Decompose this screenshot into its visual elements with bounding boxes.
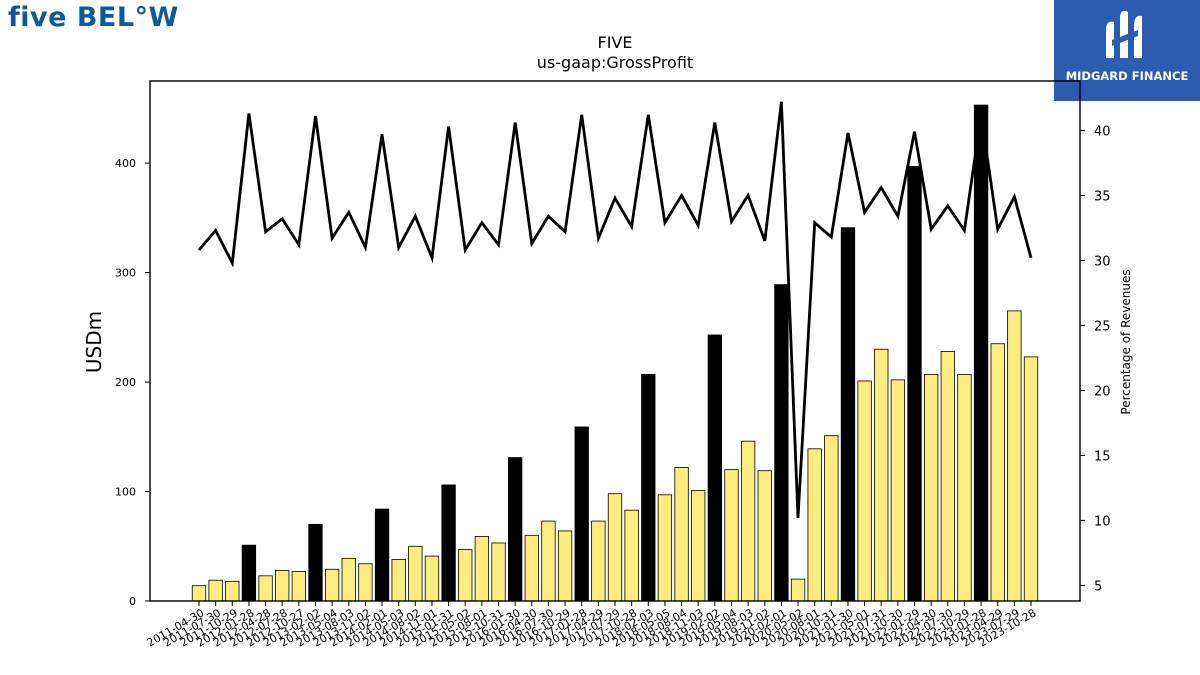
bar-2021-10-30 — [890, 379, 906, 602]
bar-2011-10-29 — [225, 580, 240, 602]
chart-title: FIVE — [598, 33, 633, 52]
bar-2023-10-28 — [1023, 356, 1039, 602]
bar-2022-07-30 — [940, 350, 955, 602]
percentage-of-revenues-line — [197, 101, 1033, 518]
bar-2012-04-28 — [258, 575, 273, 602]
y2-tick-label: 10 — [1094, 514, 1111, 529]
y-tick-label: 300 — [115, 267, 136, 280]
bar-2016-10-29 — [557, 530, 573, 602]
bar-2021-07-31 — [874, 348, 889, 602]
bar-2011-07-30 — [208, 579, 223, 602]
bar-2018-08-04 — [674, 467, 689, 602]
chart-subtitle: us-gaap:GrossProfit — [537, 53, 693, 72]
bar-2019-08-03 — [740, 440, 756, 602]
bar-2017-07-29 — [607, 493, 623, 602]
midgard-emblem-icon — [1106, 10, 1142, 58]
five-below-logo: five BEL°W — [8, 2, 179, 33]
y-tick-label: 400 — [115, 157, 136, 170]
bar-2021-01-30 — [840, 227, 856, 602]
y2-tick-label: 15 — [1094, 449, 1111, 464]
bar-2014-08-02 — [408, 545, 423, 602]
y2-tick-label: 5 — [1094, 579, 1102, 594]
bar-2016-07-30 — [541, 520, 556, 602]
bar-2019-02-02 — [707, 334, 722, 602]
bar-2012-10-27 — [291, 571, 306, 602]
midgard-finance-label: MIDGARD FINANCE — [1065, 69, 1189, 83]
bar-2015-10-31 — [491, 542, 506, 602]
bar-2015-01-31 — [441, 484, 456, 602]
bar-2017-10-28 — [624, 509, 639, 602]
y2-tick-label: 35 — [1094, 189, 1111, 204]
bar-2023-07-29 — [1007, 310, 1022, 602]
y-tick-label: 0 — [129, 595, 136, 608]
y2-tick-label: 20 — [1094, 384, 1111, 399]
bar-2022-04-30 — [924, 373, 939, 602]
bar-2016-01-30 — [508, 457, 523, 602]
bar-2011-04-30 — [191, 585, 207, 602]
bar-2017-04-29 — [591, 520, 606, 602]
bar-2020-08-01 — [807, 448, 822, 602]
bar-2013-11-02 — [358, 563, 373, 602]
bar-2013-08-03 — [341, 557, 356, 602]
y-tick-label: 100 — [115, 486, 136, 499]
bar-2012-01-28 — [241, 544, 257, 602]
bar-2013-05-04 — [324, 568, 340, 602]
bar-2023-01-28 — [973, 104, 989, 602]
y2-tick-label: 30 — [1094, 254, 1111, 269]
bar-2022-01-29 — [907, 165, 922, 602]
bar-2023-04-29 — [990, 343, 1005, 602]
y-tick-label: 200 — [115, 376, 136, 389]
bar-2012-07-28 — [275, 569, 290, 602]
bar-2015-05-02 — [458, 549, 473, 602]
bar-2014-05-03 — [391, 559, 406, 602]
bar-2020-10-31 — [824, 435, 839, 602]
bar-2019-05-04 — [724, 469, 739, 602]
bar-2020-05-02 — [790, 578, 806, 602]
bar-2018-11-03 — [691, 490, 706, 602]
y2-tick-label: 25 — [1094, 319, 1111, 334]
bar-2013-02-02 — [308, 523, 323, 602]
bar-2014-11-01 — [424, 555, 440, 602]
bar-2022-10-29 — [957, 373, 972, 602]
bar-2018-05-05 — [657, 494, 673, 602]
midgard-finance-logo: MIDGARD FINANCE — [1054, 0, 1200, 101]
bar-2019-11-02 — [757, 470, 772, 602]
bar-2015-08-01 — [474, 536, 490, 602]
bar-2016-04-30 — [524, 534, 539, 602]
bar-2021-05-01 — [857, 380, 872, 602]
bar-2020-02-01 — [774, 284, 789, 602]
bar-2018-02-03 — [641, 373, 656, 602]
y2-axis-label: Percentage of Revenues — [1119, 269, 1133, 414]
y2-tick-label: 40 — [1094, 124, 1111, 139]
y-axis-label: USDm — [82, 311, 106, 373]
bar-2014-02-01 — [374, 508, 390, 602]
bar-2017-01-28 — [574, 426, 589, 602]
